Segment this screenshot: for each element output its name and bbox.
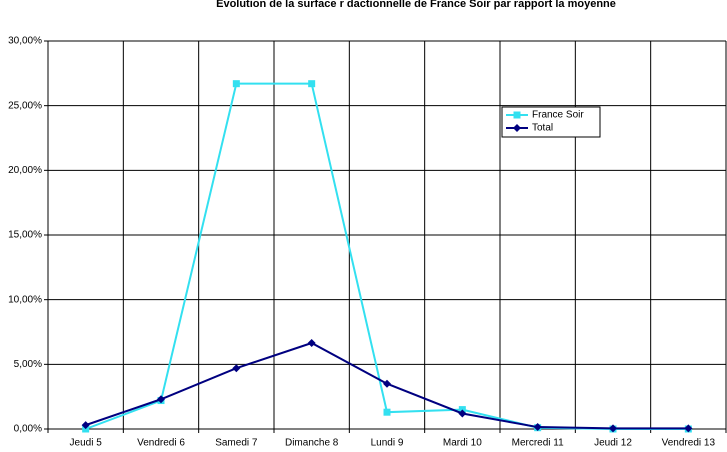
y-tick-label: 20,00% <box>8 165 42 176</box>
marker <box>609 424 617 433</box>
marker <box>308 80 316 88</box>
marker <box>458 409 467 418</box>
y-tick-label: 25,00% <box>8 100 42 111</box>
x-tick-label: Vendredi 13 <box>662 438 716 449</box>
legend-label: France Soir <box>532 110 584 121</box>
marker <box>81 421 90 430</box>
x-tick-label: Vendredi 6 <box>137 438 185 449</box>
x-tick-label: Jeudi 12 <box>594 438 632 449</box>
marker <box>157 395 165 404</box>
marker <box>383 379 391 388</box>
x-tick-label: Lundi 9 <box>371 438 404 449</box>
x-tick-label: Samedi 7 <box>215 438 258 449</box>
y-tick-label: 15,00% <box>8 230 42 241</box>
y-tick-label: 10,00% <box>8 294 42 305</box>
marker <box>307 338 316 347</box>
x-tick-label: Jeudi 5 <box>70 438 103 449</box>
chart-title: Evolution de la surface r dactionnelle d… <box>216 0 616 10</box>
y-tick-label: 0,00% <box>14 424 42 435</box>
marker <box>383 408 391 416</box>
marker <box>232 80 240 88</box>
legend-label: Total <box>532 123 553 134</box>
x-tick-label: Mardi 10 <box>443 438 482 449</box>
marker <box>513 124 521 132</box>
marker <box>533 423 542 432</box>
marker <box>684 424 693 433</box>
y-tick-label: 30,00% <box>8 36 42 47</box>
marker <box>513 111 521 119</box>
marker <box>232 364 241 373</box>
y-tick-label: 5,00% <box>14 359 42 370</box>
x-tick-label: Mercredi 11 <box>512 438 564 449</box>
series <box>81 338 693 433</box>
legend: France Soir Total <box>501 106 601 138</box>
x-tick-label: Dimanche 8 <box>285 438 339 449</box>
